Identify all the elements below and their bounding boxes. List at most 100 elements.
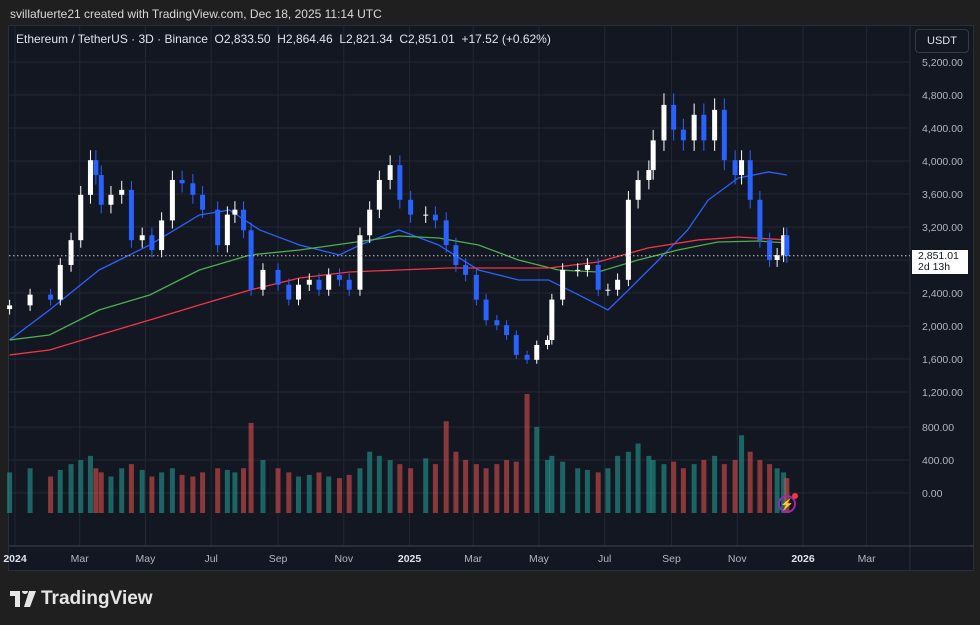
candle-body [701, 114, 707, 141]
volume-bar [646, 455, 652, 513]
volume-bar [397, 464, 403, 513]
candle [108, 185, 114, 214]
candle [524, 350, 530, 364]
candle-body [275, 269, 281, 285]
volume-bar [93, 468, 99, 513]
volume-bar [549, 455, 555, 513]
candle-body [215, 209, 221, 246]
price-tick-label: 3,600.00 [922, 189, 963, 201]
volume-bar [224, 469, 230, 513]
volume-bar [513, 461, 519, 513]
volume-bar [757, 460, 763, 513]
candle-body [463, 264, 469, 275]
candle [575, 263, 581, 277]
volume-bar [504, 460, 510, 513]
candle-body [757, 199, 763, 241]
candle-body [534, 344, 540, 360]
price-tick-label: 4,400.00 [922, 123, 963, 135]
notification-dot [792, 493, 798, 499]
open-value: O2,833.50 [214, 32, 271, 46]
candle-body [241, 209, 247, 231]
volume-bar [473, 464, 479, 513]
candle-body [739, 160, 745, 176]
candle-body [423, 214, 429, 216]
candle [224, 206, 230, 253]
candle-body [367, 209, 373, 236]
close-value: C2,851.01 [399, 32, 455, 46]
bar-countdown: 2d 13h [918, 261, 951, 273]
candle-body [68, 240, 74, 265]
candle-body [169, 179, 175, 221]
candle [27, 288, 33, 311]
price-tick-label: 2,000.00 [922, 321, 963, 333]
volume-bar [159, 472, 165, 513]
volume-bar [615, 455, 621, 513]
candle [241, 201, 247, 239]
candle-body [346, 279, 352, 290]
current-price-tag: 2,851.01 2d 13h [912, 250, 968, 274]
candle-body [296, 284, 302, 300]
candle-body [248, 230, 254, 290]
candle [376, 170, 382, 219]
currency-unit-button[interactable]: USDT [915, 29, 969, 53]
candle [78, 185, 84, 248]
chart-panel[interactable] [8, 25, 974, 571]
volume-bar [575, 468, 581, 513]
volume-tick-label: 0.00 [922, 488, 943, 500]
candle-body [27, 294, 33, 306]
candle-body [680, 129, 686, 141]
candle [463, 258, 469, 282]
volume-bar [275, 468, 281, 513]
candle-body [615, 279, 621, 290]
candle [68, 232, 74, 272]
candle [286, 278, 292, 306]
time-tick-label: May [529, 553, 550, 565]
volume-bar [48, 476, 54, 513]
candle-body [326, 274, 332, 290]
candle [232, 201, 238, 223]
candle [98, 165, 104, 214]
candle-body [108, 194, 114, 205]
volume-bar [232, 472, 238, 513]
volume-bar [781, 472, 787, 513]
volume-bar [650, 460, 656, 513]
time-tick-label: Sep [269, 553, 288, 565]
volume-bar [190, 476, 196, 513]
tradingview-logo[interactable]: TradingView [10, 588, 153, 610]
tradingview-logo-icon [10, 591, 36, 607]
time-tick-label: Nov [728, 553, 747, 565]
volume-bar [545, 460, 551, 513]
candle [739, 150, 745, 185]
high-value: H2,864.46 [277, 32, 333, 46]
volume-bar [108, 476, 114, 513]
volume-bar [774, 468, 780, 513]
candle-body [721, 109, 727, 161]
lightning-icon[interactable]: ⚡ [778, 493, 798, 513]
brand-name: TradingView [41, 588, 153, 609]
volume-bar [560, 461, 566, 513]
time-tick-label: Jul [598, 553, 611, 565]
candle-body [57, 264, 63, 300]
volume-bar [483, 468, 489, 513]
candle [397, 155, 403, 209]
moving-average-line [9, 171, 787, 341]
volume-bar [494, 464, 500, 513]
candle-body [432, 214, 438, 221]
volume-tick-label: 400.00 [922, 455, 954, 467]
candle-body [513, 335, 519, 355]
candle-body [767, 240, 773, 260]
candle-body [149, 235, 155, 251]
moving-average-line [9, 236, 787, 356]
candle [680, 118, 686, 151]
candle-body [7, 305, 13, 310]
candle-body [387, 165, 393, 180]
candle [774, 247, 780, 267]
candle [200, 185, 206, 219]
candle-body [625, 199, 631, 280]
candle-body [397, 165, 403, 200]
candle [453, 237, 459, 272]
volume-bar [57, 469, 63, 513]
volume-bar [169, 468, 175, 513]
volume-bar [357, 468, 363, 513]
